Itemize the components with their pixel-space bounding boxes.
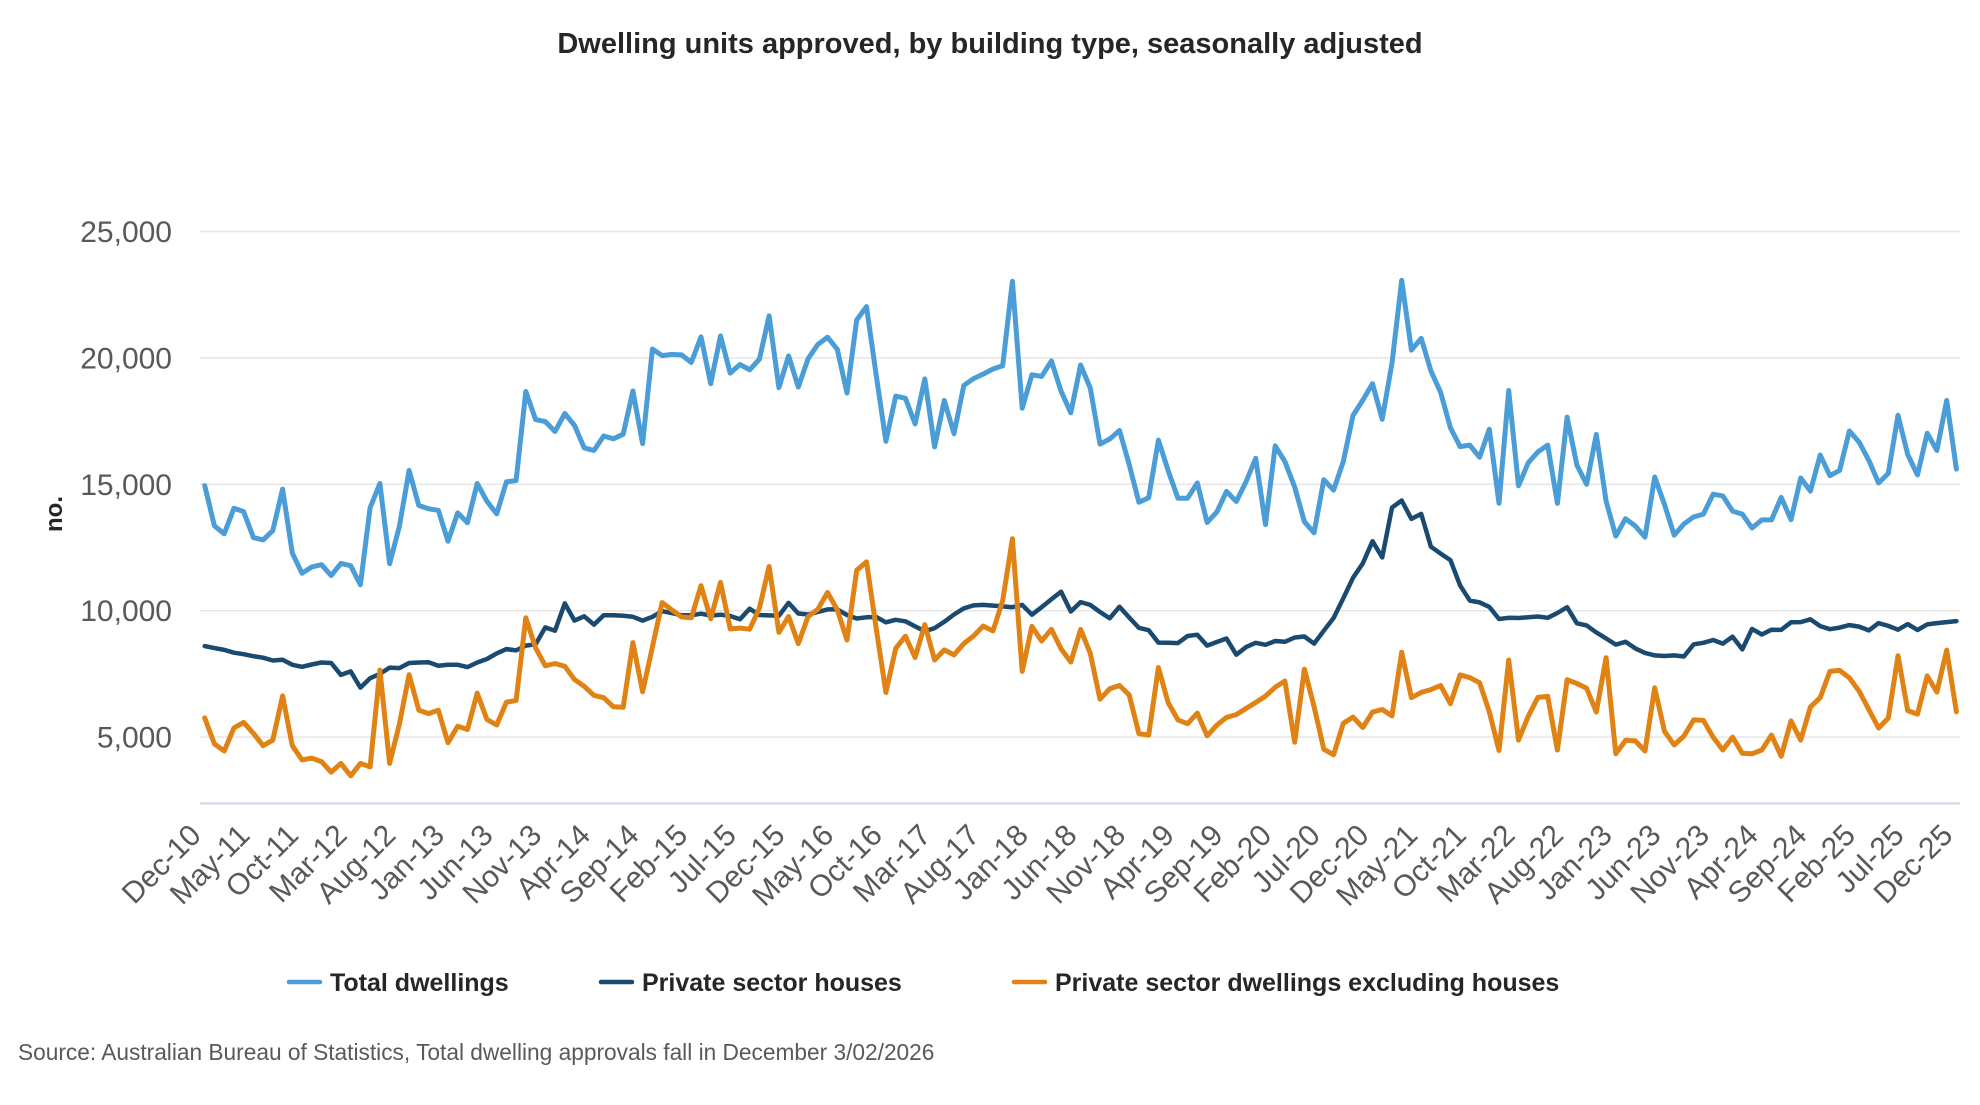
- svg-text:15,000: 15,000: [80, 469, 172, 502]
- svg-text:10,000: 10,000: [80, 595, 172, 628]
- svg-text:20,000: 20,000: [80, 342, 172, 375]
- svg-text:Source: Australian Bureau of S: Source: Australian Bureau of Statistics,…: [18, 1039, 934, 1065]
- svg-text:no.: no.: [41, 496, 68, 532]
- svg-text:Dwelling units approved, by bu: Dwelling units approved, by building typ…: [557, 28, 1422, 60]
- svg-text:Private sector houses: Private sector houses: [642, 969, 902, 997]
- svg-text:5,000: 5,000: [97, 722, 172, 755]
- svg-text:Private sector dwellings exclu: Private sector dwellings excluding house…: [1055, 969, 1559, 997]
- svg-text:25,000: 25,000: [80, 216, 172, 249]
- svg-text:Total dwellings: Total dwellings: [330, 969, 509, 997]
